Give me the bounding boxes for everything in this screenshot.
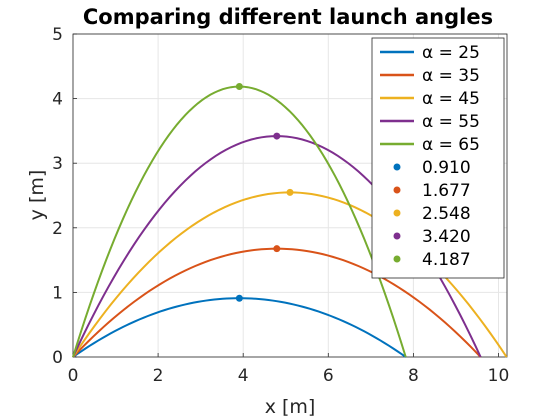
legend-marker-swatch — [393, 186, 401, 194]
legend-marker-swatch — [393, 255, 401, 263]
legend-label: α = 25 — [422, 43, 480, 63]
peak-marker — [273, 245, 281, 253]
legend-label: α = 35 — [422, 66, 480, 86]
legend-label: α = 55 — [422, 112, 480, 132]
x-axis-label: x [m] — [265, 396, 316, 418]
y-tick-label: 5 — [52, 25, 63, 45]
y-tick-label: 4 — [52, 90, 63, 110]
legend-marker-swatch — [393, 209, 401, 217]
x-tick-label: 10 — [488, 366, 510, 386]
peak-marker — [273, 132, 281, 140]
x-tick-label: 8 — [408, 366, 419, 386]
legend-marker-swatch — [393, 232, 401, 240]
peak-marker — [235, 83, 243, 91]
peak-marker — [235, 294, 243, 302]
legend-label: 3.420 — [422, 227, 471, 247]
y-tick-label: 0 — [52, 348, 63, 368]
legend: α = 25 α = 35 α = 45 α = 55 α = 65 0.910 1.677… — [371, 37, 505, 279]
peak-marker — [286, 188, 294, 196]
x-tick-label: 4 — [238, 366, 249, 386]
chart-title: Comparing different launch angles — [83, 5, 493, 29]
x-tick-label: 0 — [68, 366, 79, 386]
x-tick-label: 2 — [153, 366, 164, 386]
legend-label: 0.910 — [422, 158, 471, 178]
legend-label: 2.548 — [422, 204, 471, 224]
y-axis-label: y [m] — [26, 170, 48, 221]
legend-label: 1.677 — [422, 181, 471, 201]
legend-label: α = 45 — [422, 89, 480, 109]
legend-label: α = 65 — [422, 135, 480, 155]
legend-label: 4.187 — [422, 250, 471, 270]
y-tick-label: 1 — [52, 283, 63, 303]
x-tick-label: 6 — [323, 366, 334, 386]
legend-box — [371, 37, 505, 279]
legend-marker-swatch — [393, 163, 401, 171]
y-tick-label: 2 — [52, 219, 63, 239]
x-tick-labels: 0 2 4 6 8 10 — [68, 366, 510, 386]
y-tick-label: 3 — [52, 154, 63, 174]
plot-frame — [72, 33, 508, 358]
y-tick-labels: 0 1 2 3 4 5 — [52, 25, 63, 368]
peak-markers — [235, 83, 294, 302]
